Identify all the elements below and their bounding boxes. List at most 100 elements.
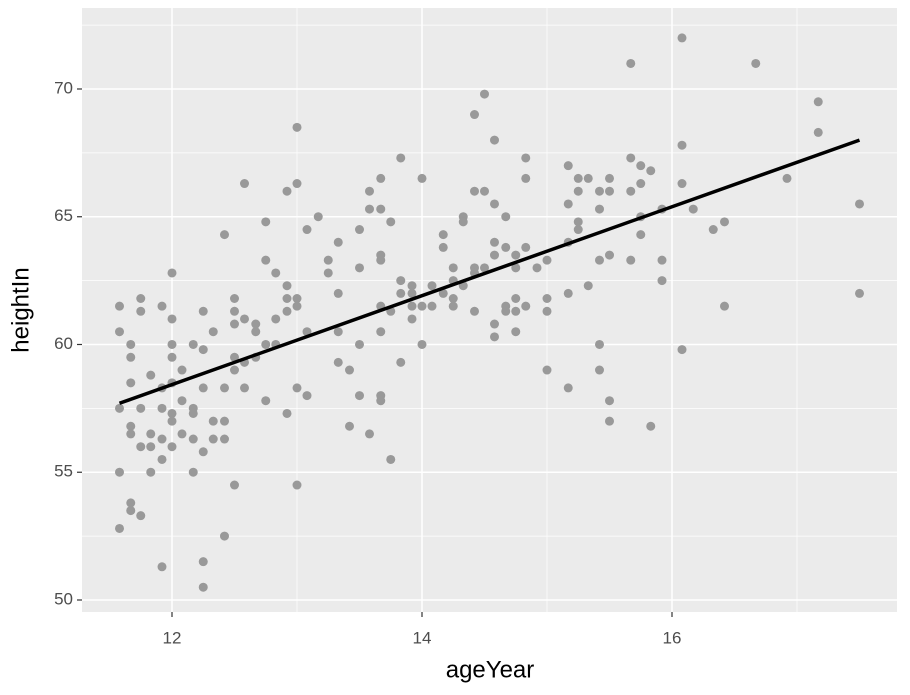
point [626,186,636,196]
point [157,301,167,311]
point [542,294,552,304]
point [136,442,146,452]
point [636,230,646,240]
point [167,408,177,418]
point [677,140,687,150]
point [855,199,864,209]
point [345,365,354,375]
point [605,396,614,406]
point [595,365,604,375]
point [636,161,646,171]
point [605,186,614,196]
point [470,306,479,316]
point [365,429,374,439]
point [323,255,333,265]
point [376,204,386,214]
point [521,173,531,183]
point [490,199,499,209]
point [292,294,302,304]
point [146,429,156,439]
point [167,339,177,349]
point [521,301,531,311]
point [146,467,156,477]
point [407,288,417,298]
point [573,186,583,196]
point [240,179,249,189]
point [595,255,604,265]
point [177,396,187,406]
point [470,110,479,120]
point [220,416,229,426]
point [302,391,312,401]
point [511,294,521,304]
point [198,557,208,567]
point [782,173,792,183]
point [573,225,583,235]
point [167,268,177,278]
y-tick-label: 60 [54,334,73,353]
panel [82,8,897,612]
point [573,173,583,183]
point [208,434,218,444]
point [261,217,271,227]
point [220,383,229,393]
point [177,365,187,375]
point [115,301,124,311]
point [542,365,552,375]
point [282,186,292,196]
point [365,186,374,196]
point [167,314,177,324]
point [563,199,573,209]
point [855,288,864,298]
point [333,357,343,367]
point [708,225,718,235]
point [208,416,218,426]
point [396,357,406,367]
point [136,511,146,521]
point [636,179,646,189]
y-axis-title: heightIn [7,267,34,352]
point [688,204,698,214]
point [521,242,531,252]
point [292,122,302,132]
point [188,339,198,349]
point [126,378,136,388]
point [188,408,198,418]
point [677,33,687,43]
point [511,306,521,316]
point [126,498,136,508]
point [220,230,229,240]
point [677,179,687,189]
point [157,562,167,572]
point [136,403,146,413]
point [417,173,427,183]
point [282,294,292,304]
point [501,242,511,252]
point [583,281,593,291]
point [583,173,593,183]
point [458,217,468,227]
point [115,327,124,337]
point [208,327,218,337]
point [386,454,396,464]
point [813,127,823,137]
point [198,447,208,457]
point [376,396,386,406]
point [626,153,636,163]
point [292,179,302,189]
point [490,135,499,145]
point [261,396,271,406]
point [490,250,499,260]
point [355,391,364,401]
fit-line [118,138,861,405]
y-tick-label: 70 [54,78,73,97]
point [240,314,249,324]
point [542,255,552,265]
point [136,306,146,316]
point [605,173,614,183]
point [136,294,146,304]
point [251,327,261,337]
point [302,225,312,235]
